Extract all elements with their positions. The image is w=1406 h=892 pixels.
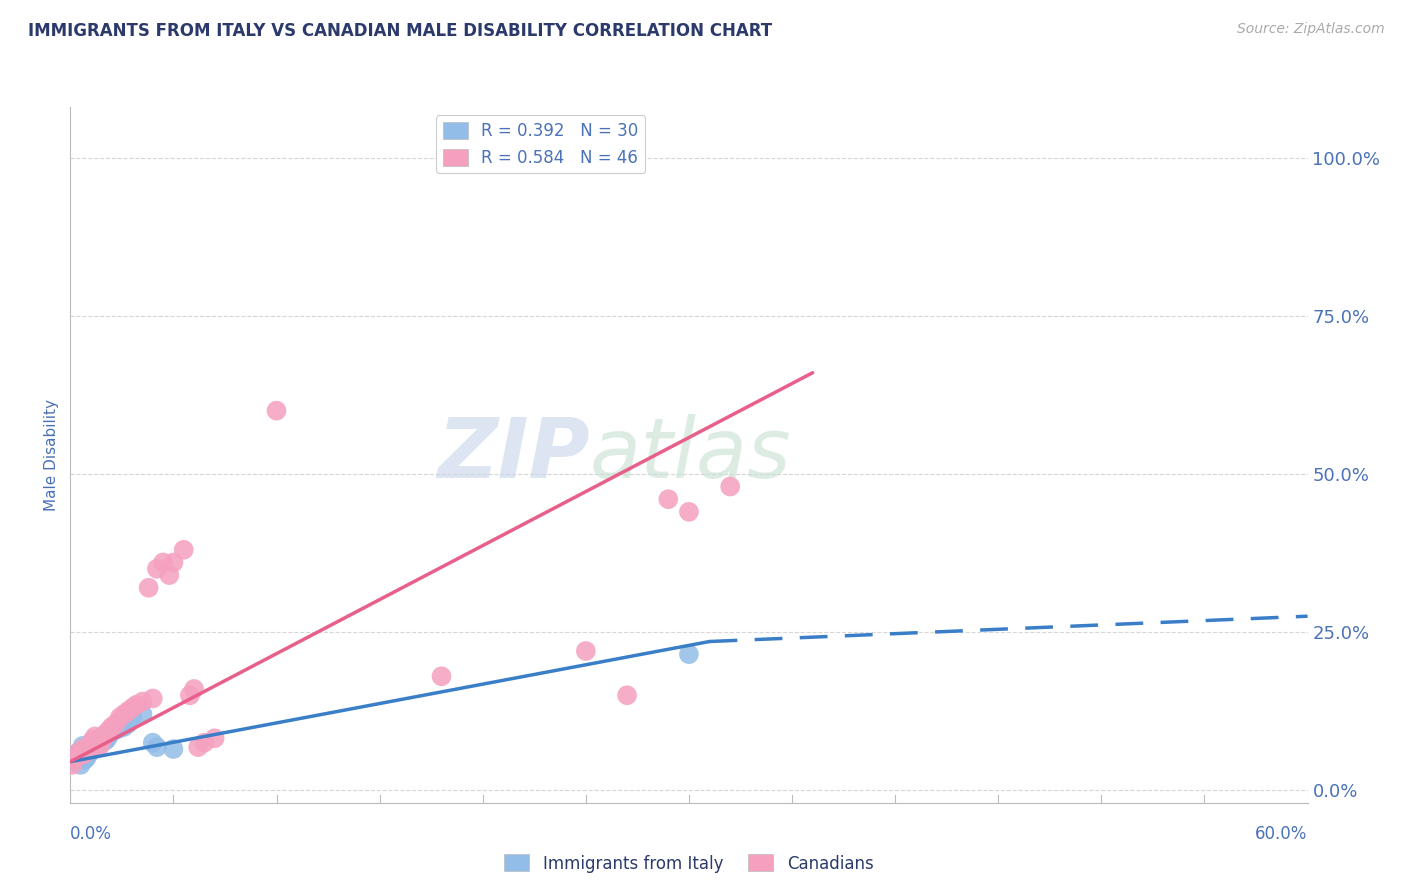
- Text: ZIP: ZIP: [437, 415, 591, 495]
- Point: [98, 723, 121, 737]
- Point: [65, 751, 87, 765]
- Point: [90, 734, 112, 748]
- Point: [104, 716, 127, 731]
- Point: [575, 644, 598, 658]
- Legend: Immigrants from Italy, Canadians: Immigrants from Italy, Canadians: [498, 847, 880, 880]
- Point: [77, 747, 100, 761]
- Point: [121, 701, 143, 715]
- Text: 60.0%: 60.0%: [1256, 825, 1308, 843]
- Point: [112, 707, 135, 722]
- Point: [89, 740, 111, 755]
- Legend: R = 0.392   N = 30, R = 0.584   N = 46: R = 0.392 N = 30, R = 0.584 N = 46: [436, 115, 645, 173]
- Point: [89, 736, 111, 750]
- Point: [96, 731, 118, 746]
- Point: [131, 707, 153, 722]
- Point: [117, 716, 139, 731]
- Point: [94, 727, 117, 741]
- Point: [63, 753, 86, 767]
- Point: [204, 731, 226, 746]
- Point: [108, 721, 131, 735]
- Point: [84, 730, 107, 744]
- Point: [108, 710, 131, 724]
- Point: [67, 745, 90, 759]
- Point: [80, 736, 103, 750]
- Point: [65, 750, 87, 764]
- Point: [60, 757, 83, 772]
- Point: [430, 669, 453, 683]
- Point: [86, 738, 108, 752]
- Text: 0.0%: 0.0%: [70, 825, 112, 843]
- Point: [104, 723, 127, 737]
- Point: [142, 691, 165, 706]
- Point: [60, 755, 83, 769]
- Point: [86, 740, 108, 755]
- Point: [162, 742, 184, 756]
- Point: [73, 753, 96, 767]
- Point: [91, 731, 114, 746]
- Point: [678, 505, 700, 519]
- Point: [73, 747, 96, 761]
- Point: [183, 681, 205, 696]
- Text: IMMIGRANTS FROM ITALY VS CANADIAN MALE DISABILITY CORRELATION CHART: IMMIGRANTS FROM ITALY VS CANADIAN MALE D…: [28, 22, 772, 40]
- Point: [63, 748, 86, 763]
- Point: [152, 556, 174, 570]
- Point: [76, 744, 98, 758]
- Point: [94, 734, 117, 748]
- Point: [718, 479, 741, 493]
- Point: [121, 710, 143, 724]
- Point: [69, 757, 91, 772]
- Point: [142, 736, 165, 750]
- Point: [82, 742, 104, 756]
- Point: [125, 698, 148, 712]
- Point: [657, 492, 679, 507]
- Point: [100, 720, 122, 734]
- Point: [266, 403, 288, 417]
- Point: [162, 556, 184, 570]
- Point: [179, 688, 201, 702]
- Point: [91, 730, 114, 744]
- Point: [117, 704, 139, 718]
- Point: [138, 581, 160, 595]
- Point: [616, 688, 638, 702]
- Point: [69, 748, 91, 763]
- Point: [72, 742, 94, 756]
- Point: [80, 744, 103, 758]
- Point: [131, 695, 153, 709]
- Point: [157, 568, 180, 582]
- Text: Source: ZipAtlas.com: Source: ZipAtlas.com: [1237, 22, 1385, 37]
- Y-axis label: Male Disability: Male Disability: [44, 399, 59, 511]
- Point: [84, 738, 107, 752]
- Point: [90, 732, 112, 747]
- Point: [77, 739, 100, 753]
- Point: [76, 750, 98, 764]
- Point: [193, 736, 215, 750]
- Point: [187, 740, 209, 755]
- Point: [98, 727, 121, 741]
- Point: [112, 720, 135, 734]
- Point: [173, 542, 195, 557]
- Point: [96, 725, 118, 739]
- Point: [146, 562, 169, 576]
- Text: atlas: atlas: [591, 415, 792, 495]
- Point: [82, 732, 104, 747]
- Point: [100, 725, 122, 739]
- Point: [72, 739, 94, 753]
- Point: [146, 740, 169, 755]
- Point: [678, 647, 700, 661]
- Point: [67, 745, 90, 759]
